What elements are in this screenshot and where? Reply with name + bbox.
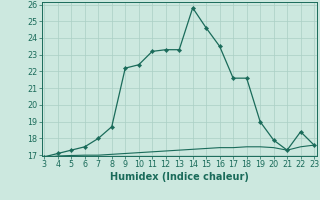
X-axis label: Humidex (Indice chaleur): Humidex (Indice chaleur)	[110, 172, 249, 182]
